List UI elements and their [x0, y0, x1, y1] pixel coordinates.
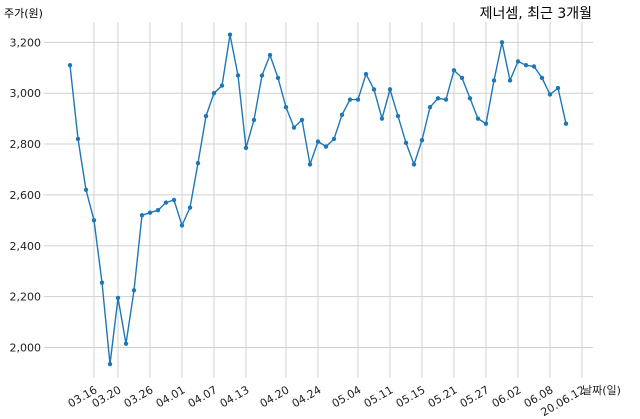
data-point [491, 78, 497, 83]
data-point [195, 160, 201, 166]
data-point [163, 200, 169, 205]
y-tick-label: 2,000 [10, 341, 42, 354]
data-point [91, 218, 97, 223]
data-point [83, 187, 89, 193]
data-point [355, 97, 361, 102]
data-point [499, 40, 505, 45]
data-point [139, 213, 145, 218]
data-point [339, 112, 345, 118]
data-point [403, 140, 409, 145]
data-point [387, 87, 393, 92]
x-tick-label: 03.26 [122, 383, 156, 410]
data-point [147, 210, 153, 215]
data-point [347, 97, 353, 102]
data-point [131, 288, 137, 293]
data-point [259, 73, 265, 78]
y-tick-label: 2,800 [10, 138, 42, 151]
data-point [67, 63, 73, 68]
data-point [243, 145, 249, 151]
data-point [179, 223, 185, 228]
grid [44, 22, 593, 378]
y-tick-label: 2,200 [10, 291, 42, 304]
chart-title: 제너셈, 최근 3개월 [480, 6, 592, 22]
data-point [187, 205, 193, 210]
x-axis-label: 날짜(일) [582, 383, 621, 397]
data-point [411, 162, 417, 167]
data-point [475, 116, 481, 121]
x-tick-label: 04.01 [154, 383, 188, 410]
x-tick-label: 04.24 [290, 383, 324, 410]
x-tick-label: 05.11 [362, 383, 396, 410]
data-point [323, 144, 329, 149]
data-point [107, 361, 113, 367]
data-point [115, 295, 121, 301]
x-tick-label: 04.20 [258, 383, 292, 410]
data-point [395, 113, 401, 119]
y-tick-label: 3,000 [10, 87, 42, 100]
data-point [539, 75, 545, 81]
data-point [435, 96, 441, 101]
data-point [75, 136, 81, 142]
data-point [275, 75, 281, 81]
data-point [523, 63, 529, 68]
data-point [251, 117, 257, 123]
x-tick-label: 05.27 [458, 383, 492, 410]
y-tick-label: 2,400 [10, 240, 42, 253]
data-point [171, 197, 177, 203]
x-tick-label: 05.04 [330, 383, 364, 410]
data-point [283, 104, 289, 110]
data-point [483, 121, 489, 126]
data-point [547, 92, 553, 97]
data-point [419, 138, 425, 143]
data-point [427, 104, 433, 110]
data-point [379, 116, 385, 121]
data-point [315, 139, 321, 144]
data-points [67, 32, 569, 367]
data-point [451, 68, 457, 73]
data-point [267, 52, 273, 58]
x-tick-label: 06.02 [490, 383, 524, 410]
data-point [515, 59, 521, 64]
data-point [331, 136, 337, 142]
data-point [531, 64, 537, 69]
y-ticks: 2,000 2,200 2,400 2,600 2,800 3,000 3,200 [10, 36, 42, 354]
data-point [307, 162, 313, 167]
y-tick-label: 3,200 [10, 36, 42, 49]
x-tick-label: 04.13 [218, 383, 252, 410]
data-point [459, 75, 465, 81]
x-tick-label: 05.15 [394, 383, 428, 410]
y-tick-label: 2,600 [10, 189, 42, 202]
data-point [299, 117, 305, 123]
data-point [363, 71, 369, 77]
data-point [203, 113, 209, 119]
data-point [443, 97, 449, 102]
data-point [507, 78, 513, 83]
data-point [555, 85, 561, 91]
data-point [99, 280, 105, 285]
data-point [291, 125, 297, 130]
x-tick-label: 05.21 [426, 383, 460, 410]
data-point [235, 73, 241, 78]
data-point [227, 32, 233, 37]
data-point [219, 83, 225, 88]
data-point [123, 341, 129, 346]
data-point [155, 207, 161, 213]
data-point [467, 96, 473, 101]
data-point [563, 121, 569, 126]
data-point [211, 91, 217, 96]
data-point [371, 87, 377, 92]
x-tick-label: 04.07 [186, 383, 220, 410]
y-axis-label: 주가(원) [4, 7, 43, 20]
